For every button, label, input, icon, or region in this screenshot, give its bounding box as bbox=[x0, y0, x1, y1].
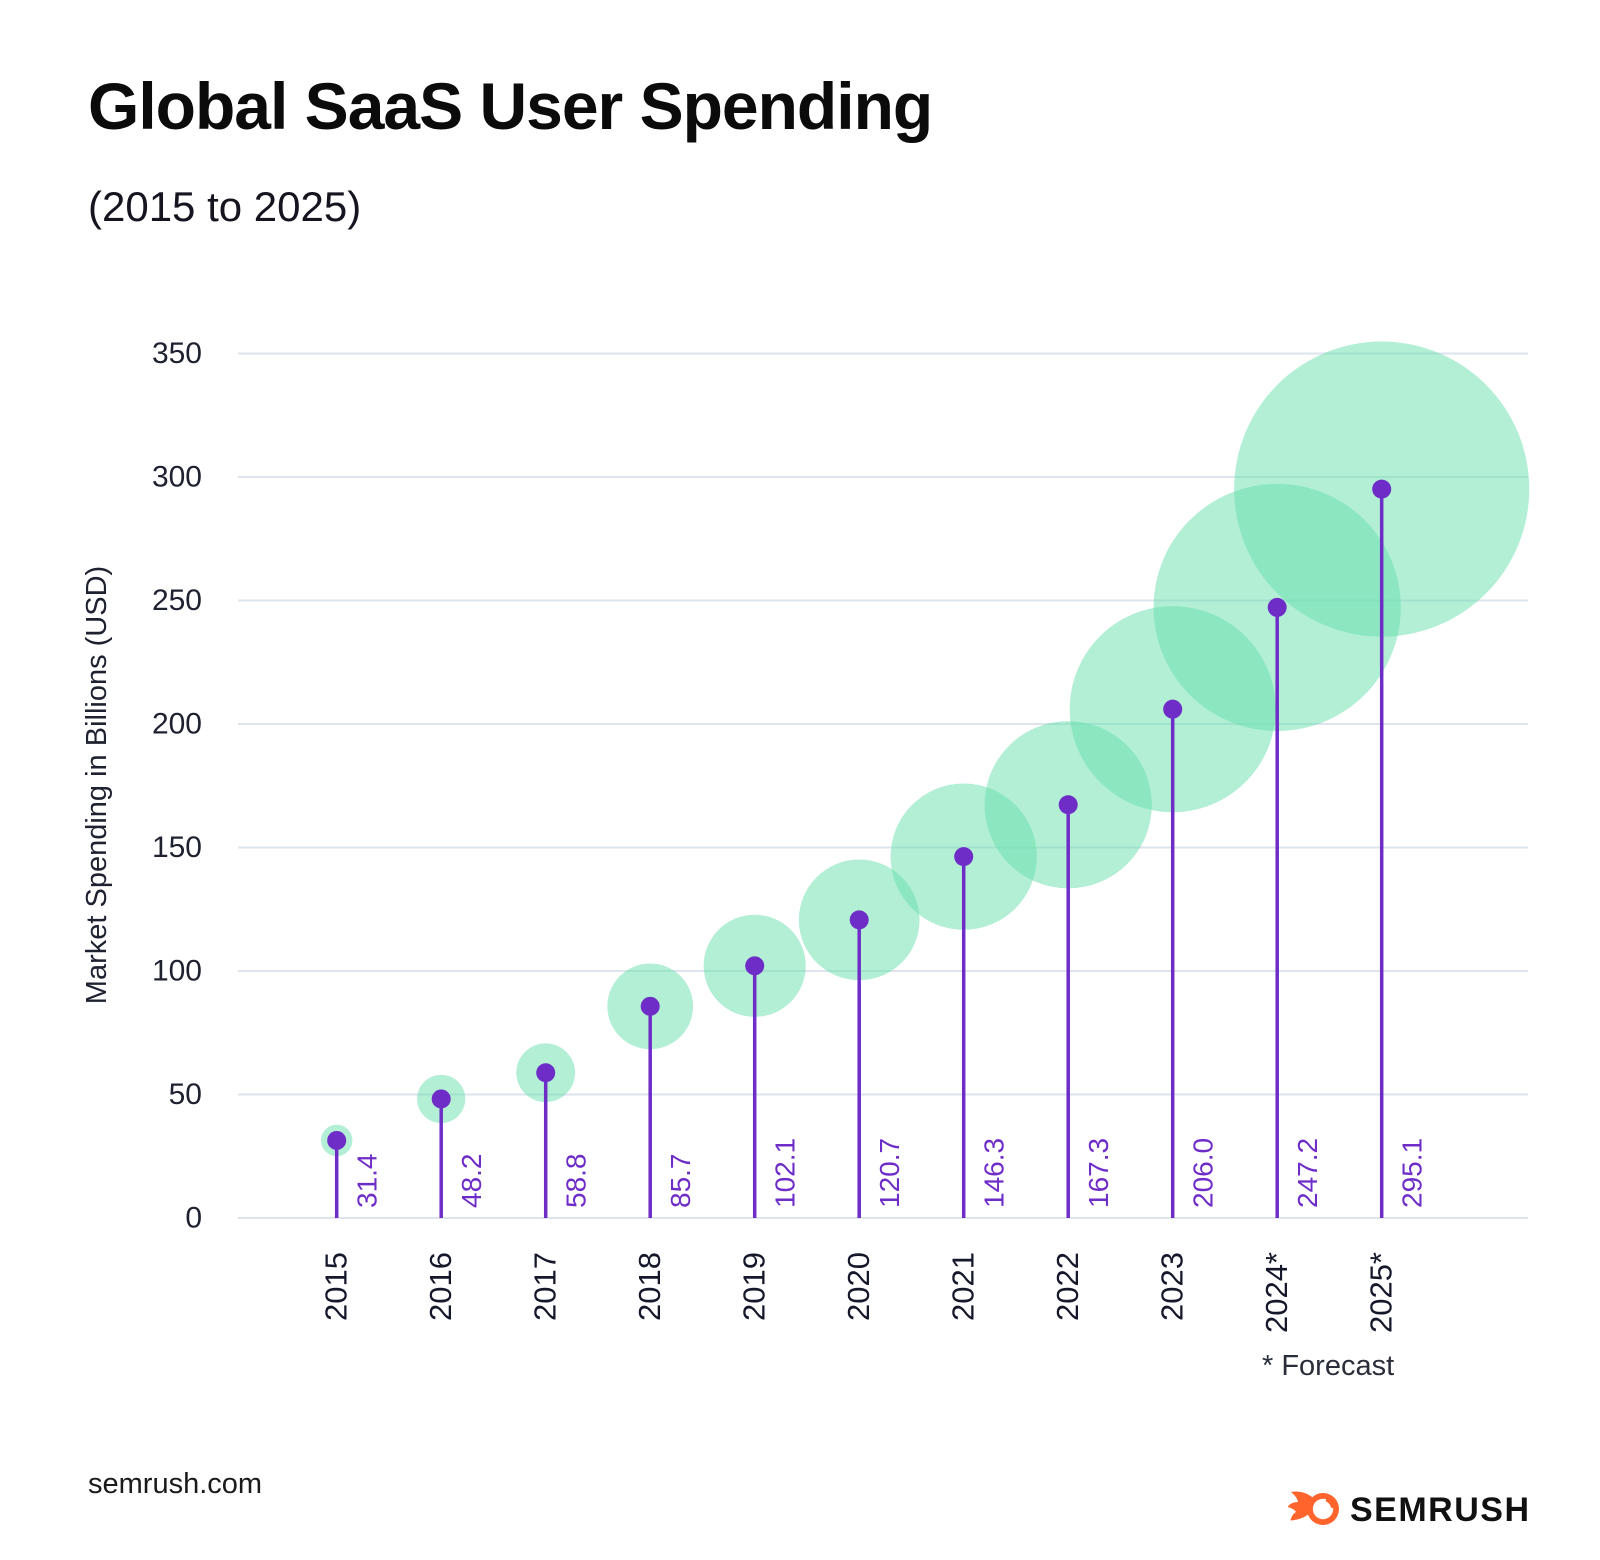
source-url: semrush.com bbox=[88, 1468, 263, 1500]
x-tick-label-2018: 2018 bbox=[632, 1252, 667, 1321]
x-tick-label-2021: 2021 bbox=[946, 1252, 981, 1321]
y-tick-label-200: 200 bbox=[152, 708, 202, 741]
page-title: Global SaaS User Spending bbox=[88, 69, 933, 143]
y-tick-label-300: 300 bbox=[152, 461, 202, 494]
semrush-logo: SEMRUSH bbox=[1288, 1490, 1531, 1530]
value-label-2018: 85.7 bbox=[665, 1154, 696, 1209]
x-tick-label-2017: 2017 bbox=[528, 1252, 563, 1321]
forecast-note: * Forecast bbox=[1262, 1350, 1395, 1382]
page-subtitle: (2015 to 2025) bbox=[88, 183, 362, 230]
dot-2019 bbox=[745, 956, 765, 976]
dot-2016 bbox=[431, 1089, 451, 1109]
value-label-2015: 31.4 bbox=[352, 1154, 383, 1209]
value-label-2016: 48.2 bbox=[456, 1154, 487, 1209]
value-label-2017: 58.8 bbox=[561, 1154, 592, 1209]
x-tick-label-2022: 2022 bbox=[1050, 1252, 1085, 1321]
value-label-2020: 120.7 bbox=[874, 1138, 905, 1208]
x-tick-label-2015: 2015 bbox=[319, 1252, 354, 1321]
y-axis-title: Market Spending in Billions (USD) bbox=[81, 566, 113, 1004]
value-label-2022: 167.3 bbox=[1083, 1138, 1114, 1208]
semrush-wordmark: SEMRUSH bbox=[1350, 1490, 1531, 1529]
dot-2017 bbox=[536, 1063, 556, 1083]
value-label-2019: 102.1 bbox=[770, 1138, 801, 1208]
dot-2024* bbox=[1267, 597, 1287, 617]
dot-2023 bbox=[1163, 699, 1183, 719]
dot-2025* bbox=[1372, 479, 1392, 499]
y-tick-label-350: 350 bbox=[152, 337, 202, 370]
y-tick-label-150: 150 bbox=[152, 831, 202, 864]
y-tick-label-0: 0 bbox=[185, 1202, 202, 1235]
x-tick-label-2016: 2016 bbox=[423, 1252, 458, 1321]
x-tick-label-2024*: 2024* bbox=[1259, 1252, 1294, 1333]
y-tick-label-250: 250 bbox=[152, 584, 202, 617]
value-label-2021: 146.3 bbox=[979, 1138, 1010, 1208]
value-label-2024*: 247.2 bbox=[1292, 1138, 1323, 1208]
dot-2015 bbox=[327, 1130, 347, 1150]
value-label-2025*: 295.1 bbox=[1397, 1138, 1428, 1208]
y-tick-label-50: 50 bbox=[169, 1078, 202, 1111]
x-tick-label-2023: 2023 bbox=[1155, 1252, 1190, 1321]
dot-2018 bbox=[640, 996, 660, 1016]
x-tick-label-2025*: 2025* bbox=[1364, 1252, 1399, 1333]
x-tick-label-2019: 2019 bbox=[737, 1252, 772, 1321]
dot-2021 bbox=[954, 847, 974, 867]
dot-2022 bbox=[1058, 795, 1078, 815]
value-label-2023: 206.0 bbox=[1188, 1138, 1219, 1208]
semrush-flame-icon bbox=[1288, 1491, 1339, 1525]
dot-2020 bbox=[849, 910, 869, 930]
y-tick-label-100: 100 bbox=[152, 955, 202, 988]
x-tick-label-2020: 2020 bbox=[841, 1252, 876, 1321]
